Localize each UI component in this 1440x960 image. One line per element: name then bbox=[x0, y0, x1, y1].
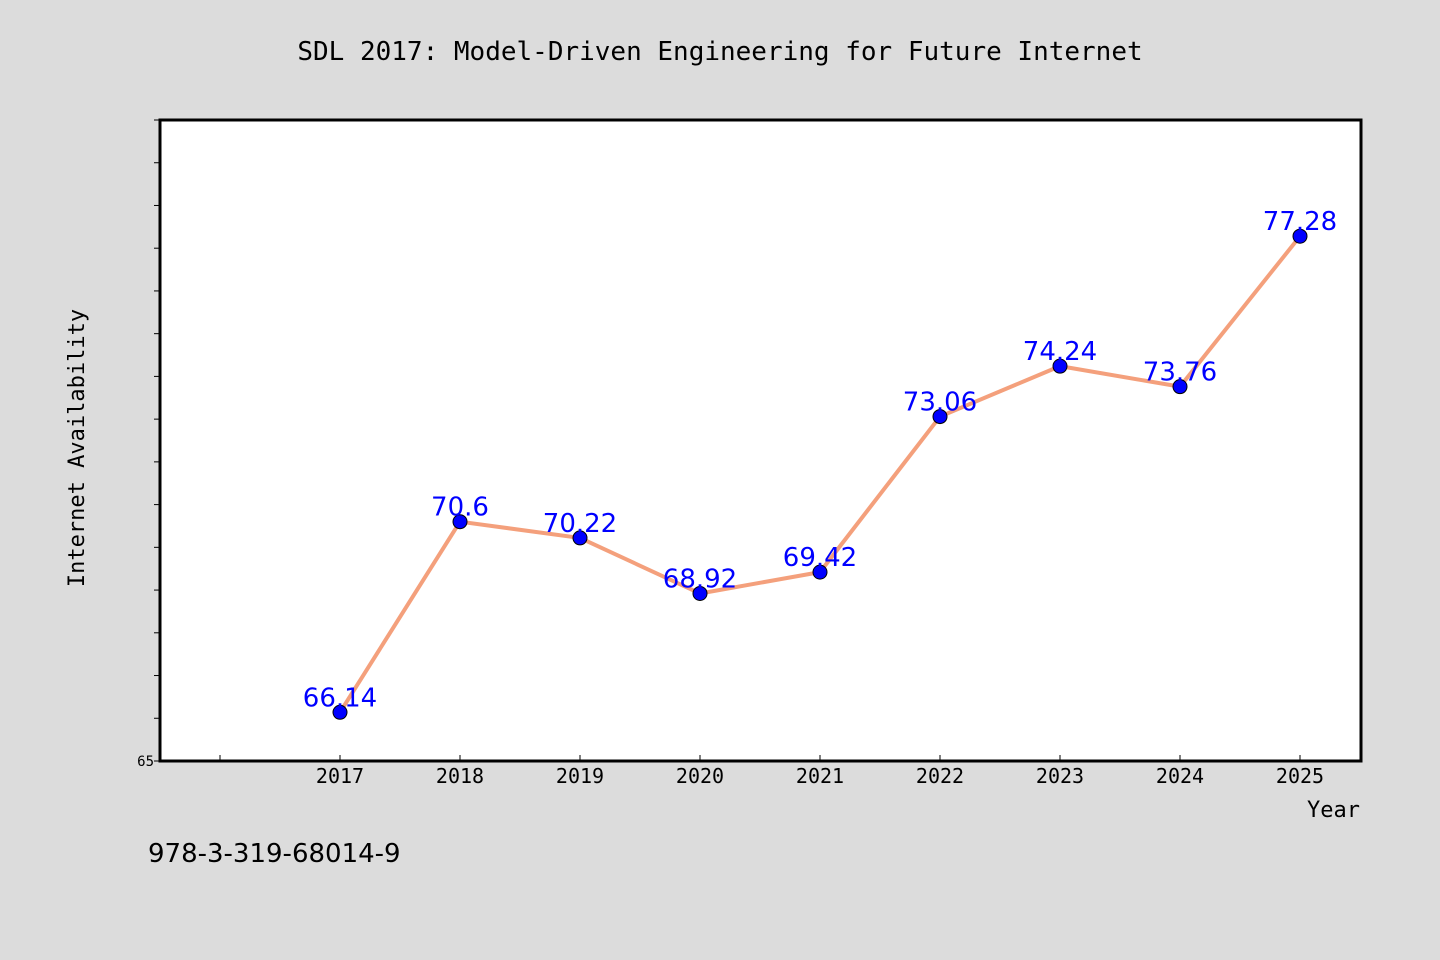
data-point bbox=[1292, 228, 1308, 244]
data-point bbox=[332, 704, 348, 720]
chart-title: SDL 2017: Model-Driven Engineering for F… bbox=[297, 37, 1142, 67]
y-axis-label: Internet Availability bbox=[65, 309, 90, 587]
data-label: 74.24 bbox=[1023, 337, 1097, 367]
x-tick-label: 2020 bbox=[676, 764, 724, 788]
data-label: 77.28 bbox=[1263, 207, 1337, 237]
y-tick-label: 65 bbox=[137, 754, 154, 770]
series-layer: 66.14 70.6 70.22 68.92 69.42 73.06 74.24 73.76 7… bbox=[303, 207, 1337, 720]
x-tick-label: 2021 bbox=[796, 764, 844, 788]
data-point bbox=[1052, 358, 1068, 374]
x-tick-label: 2025 bbox=[1276, 764, 1324, 788]
data-label: 73.06 bbox=[903, 388, 977, 418]
x-axis-label: Year bbox=[1307, 798, 1360, 823]
plot-area bbox=[158, 118, 1363, 763]
x-tick-label: 2024 bbox=[1156, 764, 1204, 788]
y-axis-ticks: 65 bbox=[137, 119, 160, 770]
data-point bbox=[452, 514, 468, 530]
data-label: 66.14 bbox=[303, 683, 377, 713]
data-label: 70.22 bbox=[543, 509, 617, 539]
x-tick-label: 2023 bbox=[1036, 764, 1084, 788]
data-point bbox=[572, 530, 588, 546]
data-label: 68.92 bbox=[663, 564, 737, 594]
x-tick-label: 2017 bbox=[316, 764, 364, 788]
data-point bbox=[1172, 379, 1188, 395]
data-point bbox=[932, 409, 948, 425]
data-label: 70.6 bbox=[431, 493, 489, 523]
x-tick-label: 2022 bbox=[916, 764, 964, 788]
data-label: 69.42 bbox=[783, 543, 857, 573]
x-axis-ticks: 2017 2018 2019 2020 2021 2022 2023 2024 2025 bbox=[219, 755, 1324, 788]
x-tick-label: 2018 bbox=[436, 764, 484, 788]
data-label: 73.76 bbox=[1143, 358, 1217, 388]
x-tick-label: 2019 bbox=[556, 764, 604, 788]
data-point bbox=[812, 564, 828, 580]
data-point bbox=[692, 585, 708, 601]
isbn-label: 978-3-319-68014-9 bbox=[148, 839, 401, 869]
